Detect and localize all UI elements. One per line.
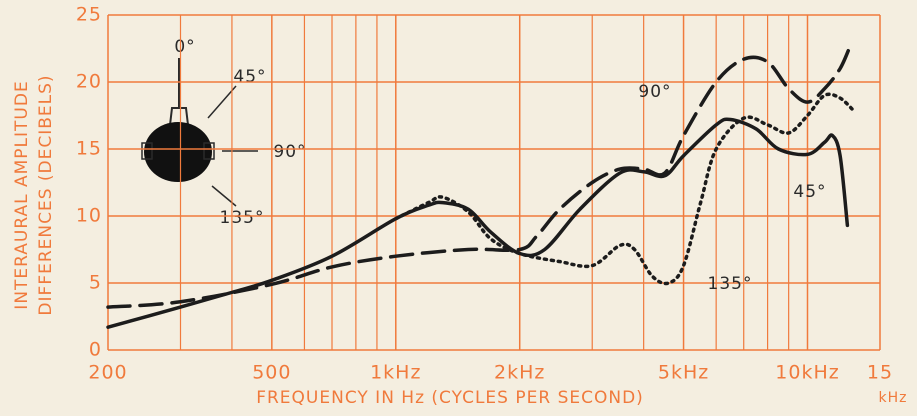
y-axis-title: INTERAURAL AMPLITUDE xyxy=(12,80,32,309)
x-tick-label: 10kHz xyxy=(775,362,839,384)
y-tick-label: 15 xyxy=(76,138,102,160)
head-label: 135° xyxy=(220,208,265,228)
series-label: 45° xyxy=(793,182,826,202)
line-series xyxy=(106,117,850,329)
y-tick-label: 20 xyxy=(76,71,102,93)
head-label: 90° xyxy=(273,142,306,162)
x-tick-label: 2kHz xyxy=(494,362,545,384)
x-tick-label: 15 xyxy=(867,362,893,384)
y-axis-title: DIFFERENCES (DECIBELS) xyxy=(36,74,56,315)
series-label: 90° xyxy=(638,82,671,102)
y-tick-label: 0 xyxy=(89,339,102,361)
x-tick-label: 500 xyxy=(252,362,291,384)
head-label: 0° xyxy=(174,37,195,57)
y-tick-label: 5 xyxy=(89,272,102,294)
line-series xyxy=(394,92,857,286)
x-tick-label: 200 xyxy=(88,362,127,384)
x-unit-note: kHz xyxy=(879,390,908,406)
y-tick-label: 10 xyxy=(76,205,102,227)
x-axis-title: FREQUENCY IN Hz (CYCLES PER SECOND) xyxy=(256,388,644,408)
line-series xyxy=(106,44,852,309)
x-tick-label: 1kHz xyxy=(370,362,421,384)
y-tick-label: 25 xyxy=(76,4,102,26)
series-label: 135° xyxy=(708,274,753,294)
x-tick-label: 5kHz xyxy=(658,362,709,384)
head-label: 45° xyxy=(233,67,266,87)
